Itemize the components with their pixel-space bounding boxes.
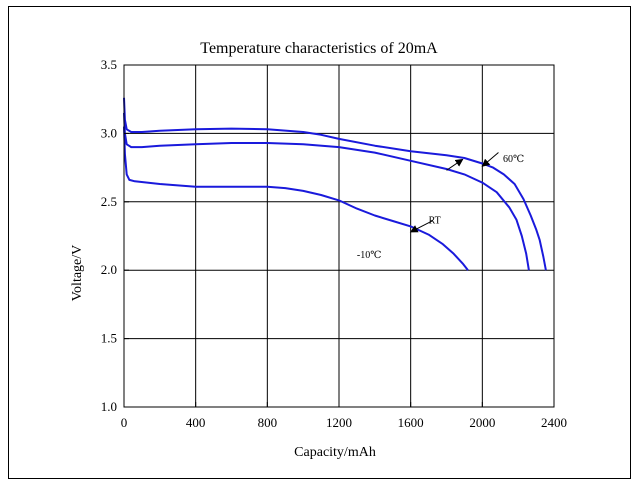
x-tick-label: 1200 — [326, 415, 352, 430]
chart-svg: Temperature characteristics of 20mA 0 400… — [70, 40, 567, 460]
annotations: 60℃ RT -10℃ — [357, 152, 524, 261]
y-tick-label: 3.0 — [101, 125, 117, 140]
y-tick-label: 1.5 — [101, 331, 117, 346]
annotation-arrow — [446, 158, 464, 171]
y-tick-label: 2.5 — [101, 194, 117, 209]
annotation-label: -10℃ — [357, 250, 382, 261]
y-axis-label: Voltage/V — [70, 245, 85, 302]
annotation-arrow — [481, 152, 499, 167]
x-tick-label: 1600 — [398, 415, 424, 430]
series-line-10 — [123, 126, 469, 271]
series-line-rt — [123, 112, 530, 271]
y-axis-ticks: 1.0 1.5 2.0 2.5 3.0 3.5 — [101, 57, 129, 414]
x-tick-label: 2000 — [469, 415, 495, 430]
chart-frame: Temperature characteristics of 20mA 0 400… — [8, 6, 631, 479]
annotation-label: RT — [429, 216, 441, 227]
annotation-label: 60℃ — [503, 154, 524, 165]
grid-lines — [123, 64, 555, 408]
series-lines — [123, 97, 547, 271]
y-tick-label: 3.5 — [101, 57, 117, 72]
x-tick-label: 0 — [121, 415, 128, 430]
series-line-60 — [123, 97, 547, 271]
x-axis-label: Capacity/mAh — [294, 445, 376, 460]
y-tick-label: 1.0 — [101, 399, 117, 414]
chart-title: Temperature characteristics of 20mA — [200, 40, 438, 57]
x-tick-label: 800 — [258, 415, 278, 430]
x-tick-label: 400 — [186, 415, 206, 430]
x-tick-label: 2400 — [541, 415, 567, 430]
y-tick-label: 2.0 — [101, 262, 117, 277]
annotation-arrow — [409, 220, 433, 233]
x-axis-ticks: 0 400 800 1200 1600 2000 2400 — [121, 402, 567, 430]
